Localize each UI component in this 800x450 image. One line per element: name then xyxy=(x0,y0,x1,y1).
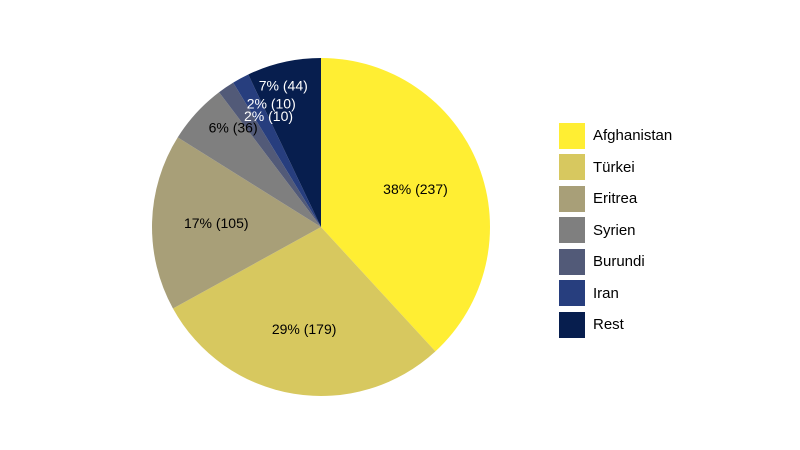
legend: Afghanistan Türkei Eritrea Syrien Burundi Ira… xyxy=(559,120,759,341)
pie-slice-rest xyxy=(248,58,321,227)
slice-label-iran: 2% (10) xyxy=(244,108,293,124)
legend-label: Eritrea xyxy=(593,190,638,208)
slice-label-syrien: 6% (36) xyxy=(209,119,258,135)
slice-label-eritrea: 17% (105) xyxy=(184,215,249,231)
legend-item: Syrien xyxy=(559,215,759,247)
pie-slice-eritrea xyxy=(151,137,321,309)
legend-swatch xyxy=(559,311,585,338)
legend-swatch xyxy=(559,248,585,275)
legend-item: Eritrea xyxy=(559,183,759,215)
pie-slice-labels: 38% (237)29% (179)17% (105)6% (36)2% (10… xyxy=(184,77,448,337)
legend-item: Rest xyxy=(559,309,759,341)
legend-label: Burundi xyxy=(593,253,645,271)
legend-swatch xyxy=(559,280,585,307)
legend-swatch xyxy=(559,217,585,244)
legend-item: Türkei xyxy=(559,152,759,184)
pie-slice-iran xyxy=(233,74,321,227)
legend-label: Rest xyxy=(593,316,624,334)
legend-item: Burundi xyxy=(559,246,759,278)
pie-slice-afghanistan xyxy=(321,58,491,352)
legend-label: Syrien xyxy=(593,221,636,239)
legend-label: Iran xyxy=(593,284,619,302)
pie-slice-syrien xyxy=(177,92,321,227)
legend-swatch xyxy=(559,185,585,212)
slice-label-rest: 7% (44) xyxy=(259,77,308,93)
legend-item: Afghanistan xyxy=(559,120,759,152)
slice-label-t-rkei: 29% (179) xyxy=(272,321,337,337)
pie-slice-burundi xyxy=(219,82,321,227)
pie-slice-t-rkei xyxy=(172,227,436,396)
slice-label-burundi: 2% (10) xyxy=(247,96,296,112)
legend-item: Iran xyxy=(559,278,759,310)
legend-label: Afghanistan xyxy=(593,127,673,145)
slice-label-afghanistan: 38% (237) xyxy=(383,181,448,197)
legend-swatch xyxy=(559,154,585,181)
legend-label: Türkei xyxy=(593,158,635,176)
legend-swatch xyxy=(559,122,585,149)
pie-slices xyxy=(151,58,491,396)
